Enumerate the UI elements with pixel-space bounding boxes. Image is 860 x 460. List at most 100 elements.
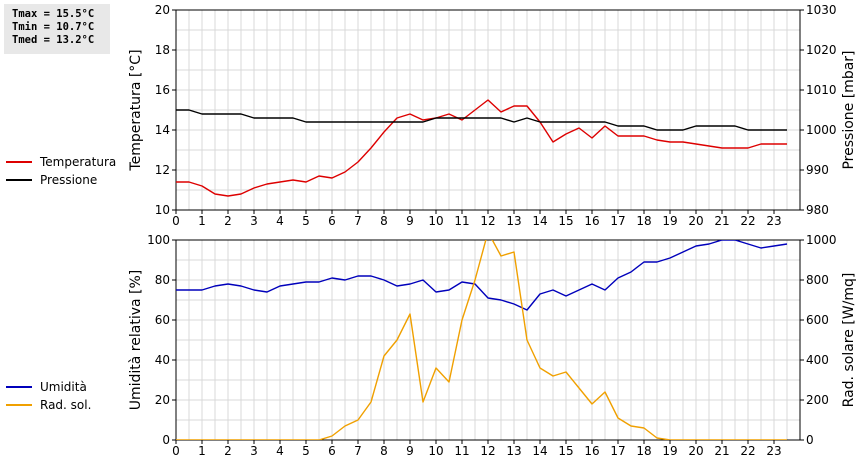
yr-tick-label-1-5: 1000 (806, 233, 837, 247)
legend-item-temperatura: Temperatura (6, 153, 116, 171)
yl-tick-label-1-4: 80 (155, 273, 170, 287)
yl-tick-label-1-5: 100 (147, 233, 170, 247)
x-tick-label-1-3: 3 (250, 444, 258, 458)
legend-label-temperatura: Temperatura (40, 155, 117, 169)
series-line-temperatura (176, 99, 787, 197)
tmax-label: Tmax = 15.5°C (12, 8, 95, 20)
x-tick-label-1-7: 7 (354, 444, 362, 458)
yr-tick-label-1-1: 200 (806, 393, 829, 407)
legend-swatch-umidita (6, 386, 32, 388)
yr-tick-label-0-4: 1020 (806, 43, 837, 57)
yr-tick-label-0-0: 980 (806, 203, 829, 217)
x-tick-label-0-17: 17 (610, 214, 625, 228)
x-tick-label-1-22: 22 (740, 444, 755, 458)
yr-tick-label-0-1: 990 (806, 163, 829, 177)
x-tick-label-1-10: 10 (428, 444, 443, 458)
y-axis-label-left-1: Umidità relativa [%] (128, 270, 144, 411)
x-tick-label-0-9: 9 (406, 214, 414, 228)
x-tick-label-0-16: 16 (584, 214, 599, 228)
yl-tick-label-0-4: 18 (155, 43, 170, 57)
yr-tick-label-1-2: 400 (806, 353, 829, 367)
x-tick-label-0-22: 22 (740, 214, 755, 228)
x-tick-label-0-1: 1 (198, 214, 206, 228)
x-tick-label-1-4: 4 (276, 444, 284, 458)
x-tick-label-1-15: 15 (558, 444, 573, 458)
x-tick-label-0-13: 13 (506, 214, 521, 228)
x-tick-label-0-4: 4 (276, 214, 284, 228)
x-tick-label-1-6: 6 (328, 444, 336, 458)
yl-tick-label-0-2: 14 (155, 123, 170, 137)
x-tick-label-1-17: 17 (610, 444, 625, 458)
series-line-umidita (176, 240, 788, 311)
yl-tick-label-0-0: 10 (155, 203, 170, 217)
x-tick-label-0-8: 8 (380, 214, 388, 228)
y-axis-label-right-0: Pressione [mbar] (841, 50, 857, 169)
x-tick-label-1-21: 21 (714, 444, 729, 458)
x-tick-label-1-14: 14 (532, 444, 547, 458)
x-tick-label-0-14: 14 (532, 214, 547, 228)
legend-item-umidita: Umidità (6, 378, 91, 396)
x-tick-label-1-12: 12 (480, 444, 495, 458)
x-tick-label-0-19: 19 (662, 214, 677, 228)
tmin-label: Tmin = 10.7°C (12, 21, 95, 33)
legend-bottom: Umidità Rad. sol. (6, 378, 91, 414)
x-tick-label-0-23: 23 (766, 214, 781, 228)
chart-panel-1: 0 1 2 3 4 5 6 7 8 9 10 11 12 13 14 15 16 17 18 19 20 21 22 2302… (128, 233, 857, 458)
yl-tick-label-0-3: 16 (155, 83, 170, 97)
stats-box: Tmax = 15.5°C Tmin = 10.7°C Tmed = 13.2°… (4, 4, 110, 54)
x-tick-label-1-2: 2 (224, 444, 232, 458)
yr-tick-label-1-0: 0 (806, 433, 814, 447)
x-tick-label-1-18: 18 (636, 444, 651, 458)
y-axis-label-right-1: Rad. solare [W/mq] (841, 273, 857, 408)
x-tick-label-0-6: 6 (328, 214, 336, 228)
x-tick-label-0-21: 21 (714, 214, 729, 228)
x-tick-label-0-2: 2 (224, 214, 232, 228)
yl-tick-label-1-0: 0 (162, 433, 170, 447)
legend-item-radiazione: Rad. sol. (6, 396, 91, 414)
x-tick-label-0-18: 18 (636, 214, 651, 228)
x-tick-label-0-12: 12 (480, 214, 495, 228)
x-tick-label-1-1: 1 (198, 444, 206, 458)
chart-panel-0: 0 1 2 3 4 5 6 7 8 9 10 11 12 13 14 15 16 17 18 19 20 21 22 2310… (128, 3, 857, 228)
x-tick-label-1-5: 5 (302, 444, 310, 458)
x-tick-label-1-23: 23 (766, 444, 781, 458)
yr-tick-label-1-4: 800 (806, 273, 829, 287)
x-tick-label-0-3: 3 (250, 214, 258, 228)
x-tick-label-0-7: 7 (354, 214, 362, 228)
legend-swatch-temperatura (6, 161, 32, 163)
series-line-radiazione (176, 240, 787, 440)
yl-tick-label-1-3: 60 (155, 313, 170, 327)
x-tick-label-1-11: 11 (454, 444, 469, 458)
legend-swatch-radiazione (6, 404, 32, 406)
x-tick-label-1-0: 0 (172, 444, 180, 458)
x-tick-label-1-8: 8 (380, 444, 388, 458)
x-tick-label-1-9: 9 (406, 444, 414, 458)
x-tick-label-0-11: 11 (454, 214, 469, 228)
x-tick-label-0-5: 5 (302, 214, 310, 228)
yl-tick-label-1-2: 40 (155, 353, 170, 367)
x-tick-label-1-16: 16 (584, 444, 599, 458)
tmed-label: Tmed = 13.2°C (12, 34, 95, 46)
legend-top: Temperatura Pressione (6, 153, 116, 189)
legend-swatch-pressione (6, 179, 32, 181)
x-tick-label-0-10: 10 (428, 214, 443, 228)
legend-label-radiazione: Rad. sol. (40, 398, 92, 412)
legend-label-pressione: Pressione (40, 173, 98, 187)
yl-tick-label-0-1: 12 (155, 163, 170, 177)
yr-tick-label-0-2: 1000 (806, 123, 837, 137)
yl-tick-label-1-1: 20 (155, 393, 170, 407)
legend-item-pressione: Pressione (6, 171, 116, 189)
x-tick-label-1-19: 19 (662, 444, 677, 458)
yl-tick-label-0-5: 20 (155, 3, 170, 17)
x-tick-label-0-0: 0 (172, 214, 180, 228)
series-line-pressione (176, 109, 787, 131)
yr-tick-label-0-5: 1030 (806, 3, 837, 17)
legend-label-umidita: Umidità (40, 380, 87, 394)
yr-tick-label-1-3: 600 (806, 313, 829, 327)
x-tick-label-1-13: 13 (506, 444, 521, 458)
x-tick-label-0-20: 20 (688, 214, 703, 228)
x-tick-label-1-20: 20 (688, 444, 703, 458)
yr-tick-label-0-3: 1010 (806, 83, 837, 97)
x-tick-label-0-15: 15 (558, 214, 573, 228)
